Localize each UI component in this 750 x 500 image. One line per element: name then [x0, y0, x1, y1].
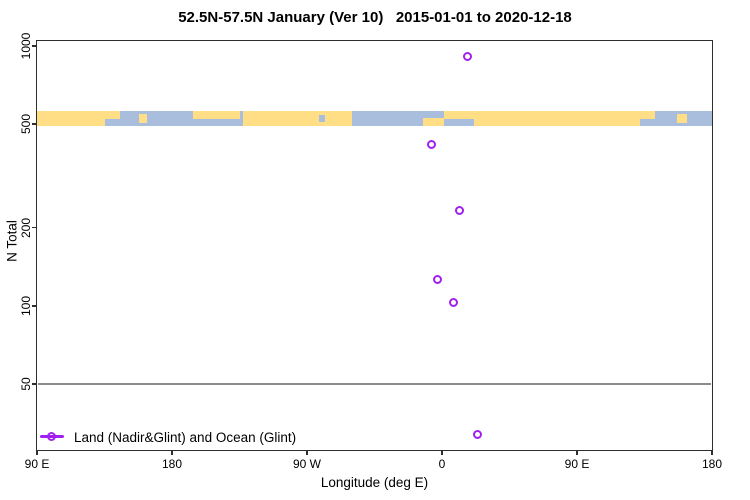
x-tick-label: 90 W — [292, 457, 322, 471]
land-segment — [473, 111, 640, 126]
reference-line-50 — [38, 383, 711, 385]
y-tick-mark — [32, 383, 37, 385]
land-segment — [676, 114, 688, 124]
x-tick-mark — [711, 450, 713, 455]
legend-marker-circle-icon — [47, 432, 56, 441]
land-segment — [640, 111, 655, 120]
x-tick-label: 0 — [438, 457, 446, 471]
land-segment — [104, 111, 120, 120]
x-tick-mark — [36, 450, 38, 455]
x-tick-mark — [441, 450, 443, 455]
data-point — [426, 140, 436, 150]
land-segment — [139, 114, 147, 124]
y-tick-mark — [32, 123, 37, 125]
y-tick-label: 500 — [19, 114, 33, 135]
land-segment — [443, 111, 474, 120]
y-tick-label: 200 — [19, 217, 33, 238]
y-tick-mark — [32, 226, 37, 229]
land-segment — [37, 111, 105, 126]
legend-label: Land (Nadir&Glint) and Ocean (Glint) — [74, 430, 297, 445]
x-tick-mark — [576, 450, 578, 455]
y-tick-mark — [32, 305, 37, 307]
x-tick-mark — [306, 450, 308, 455]
data-point — [472, 429, 482, 439]
x-tick-label: 180 — [161, 457, 183, 471]
land-segment — [193, 111, 240, 120]
chart-title: 52.5N-57.5N January (Ver 10) 2015-01-01 … — [178, 9, 572, 26]
x-axis-title: Longitude (deg E) — [320, 475, 429, 490]
map-strip — [37, 111, 712, 126]
x-tick-mark — [171, 450, 173, 455]
x-tick-label: 90 E — [24, 457, 50, 471]
land-segment — [242, 111, 352, 126]
data-point — [448, 297, 458, 307]
y-tick-label: 100 — [19, 295, 33, 316]
plot-area — [36, 40, 713, 451]
y-tick-label: 1000 — [19, 32, 33, 60]
ocean-notch — [319, 115, 325, 123]
y-tick-label: 50 — [19, 377, 33, 391]
data-point — [454, 206, 464, 216]
data-point — [463, 51, 473, 61]
y-axis-title: N Total — [4, 220, 20, 262]
data-point — [433, 275, 443, 285]
land-segment — [422, 117, 444, 126]
x-tick-label: 180 — [701, 457, 723, 471]
x-tick-label: 90 E — [564, 457, 590, 471]
y-tick-mark — [32, 45, 37, 47]
